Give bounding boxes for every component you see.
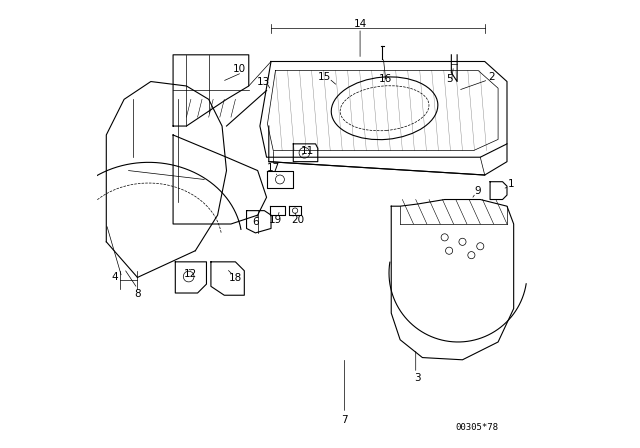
Text: 18: 18 xyxy=(228,273,242,283)
Text: 9: 9 xyxy=(475,185,481,196)
Text: 16: 16 xyxy=(380,74,392,84)
Text: 2: 2 xyxy=(488,72,495,82)
Text: 3: 3 xyxy=(413,373,420,383)
Text: 7: 7 xyxy=(341,415,348,425)
Text: 14: 14 xyxy=(353,19,367,29)
Text: 8: 8 xyxy=(134,289,141,299)
Text: 6: 6 xyxy=(252,217,259,227)
Text: 17: 17 xyxy=(267,164,280,173)
Text: 00305*78: 00305*78 xyxy=(455,423,498,432)
Text: 15: 15 xyxy=(318,72,331,82)
Text: 13: 13 xyxy=(257,77,271,86)
Text: 12: 12 xyxy=(184,269,198,279)
Text: 20: 20 xyxy=(291,215,304,224)
Text: 10: 10 xyxy=(232,64,246,74)
Text: 4: 4 xyxy=(112,272,118,282)
Text: 5: 5 xyxy=(446,74,452,84)
Text: 19: 19 xyxy=(269,215,282,224)
Text: 1: 1 xyxy=(508,179,515,189)
Text: 11: 11 xyxy=(301,146,314,155)
